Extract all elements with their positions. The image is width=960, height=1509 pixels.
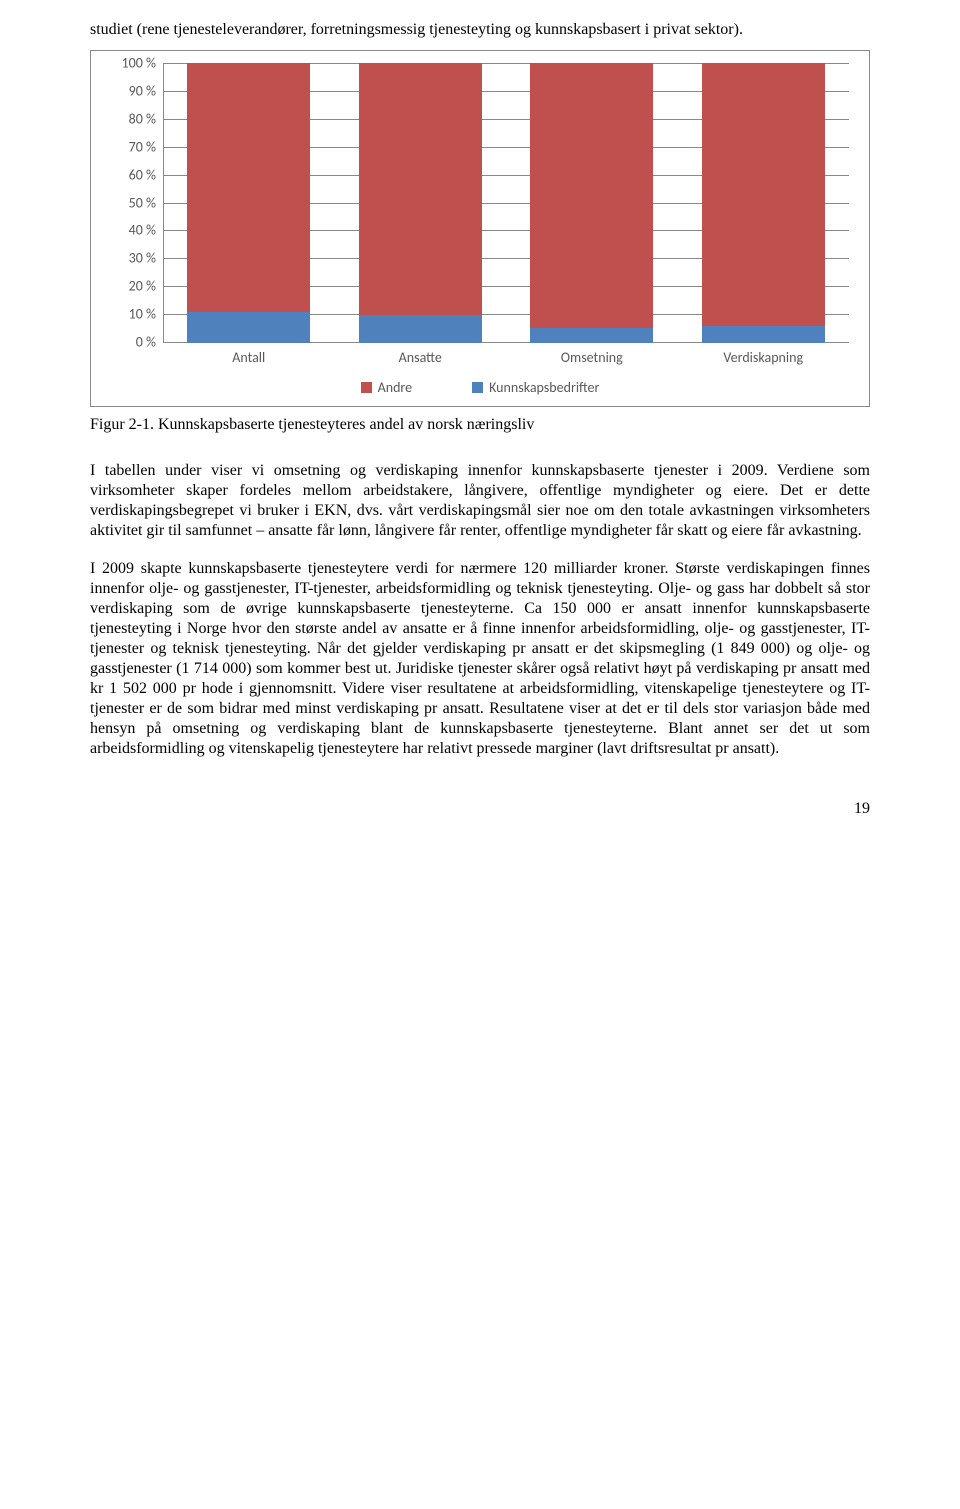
body-paragraph-2: I 2009 skapte kunnskapsbaserte tjenestey… [90, 559, 870, 759]
y-tick-label: 80 % [129, 110, 164, 128]
y-tick-label: 40 % [129, 222, 164, 240]
bar-segment-andre [530, 63, 653, 328]
legend-label-kunnskap: Kunnskapsbedrifter [489, 379, 599, 397]
chart-container: 100 % 90 % 80 % 70 % 60 % 50 % 40 % 30 % 20 % 10 … [90, 50, 870, 407]
y-tick-label: 100 % [122, 54, 164, 72]
x-tick-label: Verdiskapning [702, 349, 825, 367]
page-number: 19 [90, 799, 870, 819]
y-tick-label: 30 % [129, 250, 164, 268]
y-tick-label: 10 % [129, 305, 164, 323]
bar-segment-andre [187, 63, 310, 312]
y-tick-label: 70 % [129, 138, 164, 156]
chart-legend: Andre Kunnskapsbedrifter [105, 379, 855, 397]
bar-segment-kunnskap [702, 326, 825, 343]
x-tick-label: Omsetning [530, 349, 653, 367]
y-tick-label: 20 % [129, 277, 164, 295]
intro-paragraph: studiet (rene tjenesteleverandører, forr… [90, 20, 870, 40]
bar [187, 63, 310, 343]
bar [702, 63, 825, 343]
bar [359, 63, 482, 343]
legend-item-kunnskap: Kunnskapsbedrifter [472, 379, 599, 397]
x-tick-label: Ansatte [359, 349, 482, 367]
chart-bars [163, 63, 849, 343]
legend-label-andre: Andre [378, 379, 412, 397]
y-tick-label: 50 % [129, 194, 164, 212]
bar-segment-kunnskap [530, 328, 653, 343]
bar-segment-kunnskap [359, 315, 482, 343]
x-tick-label: Antall [187, 349, 310, 367]
chart-plot-area: 100 %90 %80 %70 %60 %50 %40 %30 %20 %10 … [163, 63, 849, 343]
bar [530, 63, 653, 343]
bar-segment-kunnskap [187, 312, 310, 343]
y-tick-label: 0 % [136, 333, 164, 351]
bar-segment-andre [702, 63, 825, 326]
y-tick-label: 60 % [129, 166, 164, 184]
body-paragraph-1: I tabellen under viser vi omsetning og v… [90, 461, 870, 541]
y-tick-label: 90 % [129, 82, 164, 100]
chart-x-labels: Antall Ansatte Omsetning Verdiskapning [163, 349, 849, 367]
legend-swatch-kunnskap [472, 382, 483, 393]
bar-segment-andre [359, 63, 482, 315]
legend-item-andre: Andre [361, 379, 412, 397]
legend-swatch-andre [361, 382, 372, 393]
figure-caption: Figur 2-1. Kunnskapsbaserte tjenesteyter… [90, 415, 870, 435]
